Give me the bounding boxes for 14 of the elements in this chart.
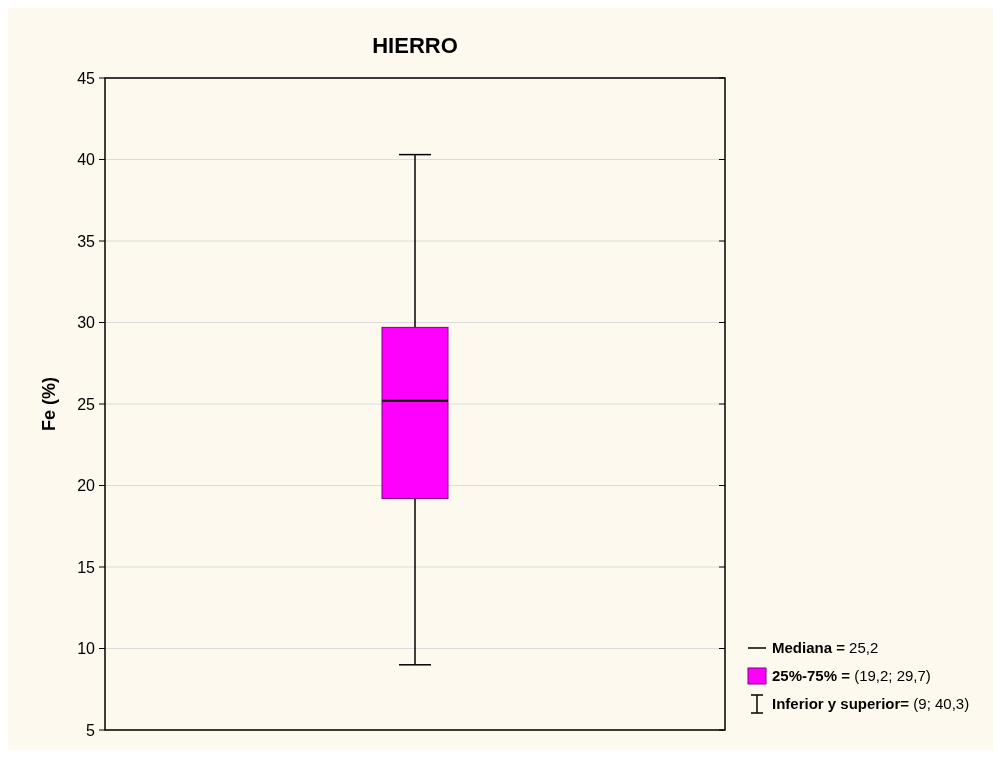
y-axis-title: Fe (%) [39, 376, 59, 431]
text: 25%-75% = (19,2; 29,7) [772, 667, 931, 685]
y-tick-label: 40 [77, 151, 96, 169]
text: Mediana = 25,2 [772, 639, 879, 657]
text: Inferior y superior= (9; 40,3) [772, 695, 970, 713]
chart-title: HIERRO [372, 33, 458, 58]
y-tick-label: 10 [77, 640, 96, 658]
y-tick-label: 5 [86, 721, 96, 739]
y-tick-label: 45 [77, 69, 96, 87]
y-tick-label: 30 [77, 314, 96, 332]
y-tick-label: 20 [77, 477, 96, 495]
y-tick-label: 25 [77, 395, 96, 413]
y-tick-label: 35 [77, 232, 96, 250]
y-tick-label: 15 [77, 558, 96, 576]
